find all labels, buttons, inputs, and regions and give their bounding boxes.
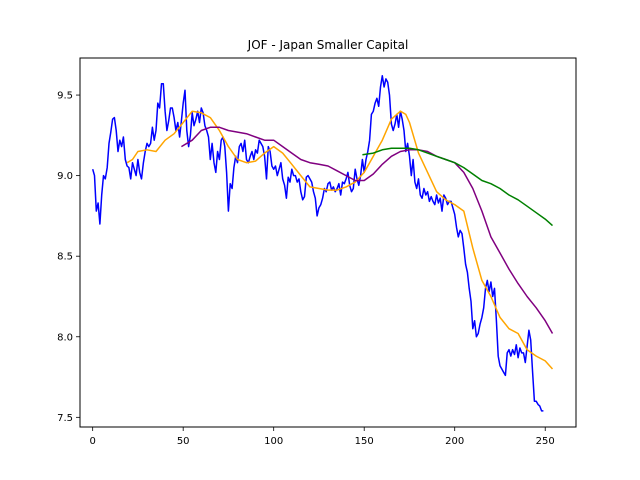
x-tick-label: 150 (355, 436, 374, 447)
x-tick-label: 200 (445, 436, 464, 447)
x-tick-label: 100 (264, 436, 283, 447)
y-tick-label: 7.5 (57, 413, 73, 424)
y-axis: 7.5 8.0 8.5 9.0 9.5 (57, 91, 80, 424)
chart-title: JOF - Japan Smaller Capital (247, 38, 409, 52)
y-tick-label: 8.0 (57, 332, 73, 343)
x-axis: 0 50 100 150 200 250 (89, 427, 555, 447)
y-tick-label: 9.5 (57, 91, 73, 102)
x-tick-label: 50 (177, 436, 190, 447)
x-tick-label: 0 (89, 436, 95, 447)
x-tick-label: 250 (536, 436, 555, 447)
axes-frame (79, 57, 577, 428)
series-line-2 (126, 110, 554, 370)
y-tick-label: 8.5 (57, 252, 73, 263)
series-line-4 (362, 147, 553, 227)
y-tick-label: 9.0 (57, 171, 73, 182)
series-layer (91, 74, 554, 412)
series-line-1 (91, 74, 544, 412)
series-line-3 (181, 126, 554, 334)
